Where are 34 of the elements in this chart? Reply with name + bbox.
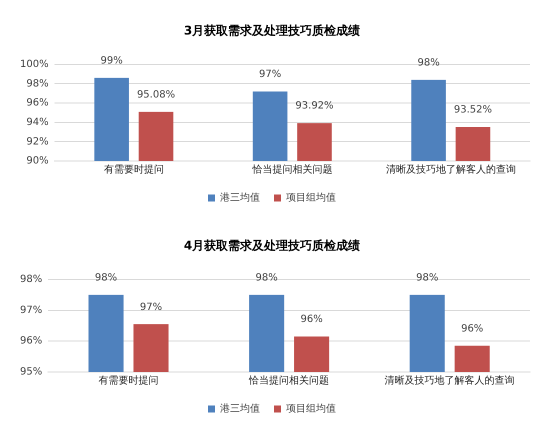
y-tick-label: 90% (26, 156, 49, 167)
legend-label: 港三均值 (220, 192, 260, 204)
y-tick-label: 97% (20, 304, 42, 316)
y-tick-label: 98% (26, 78, 49, 90)
y-tick-label: 96% (20, 336, 42, 347)
chart-title: 3月获取需求及处理技巧质检成绩 (184, 23, 360, 38)
data-label: 93.52% (454, 104, 492, 116)
data-label: 93.92% (295, 100, 334, 112)
legend-label: 港三均值 (220, 402, 260, 415)
data-label: 97% (258, 69, 282, 80)
data-label: 98% (416, 272, 438, 284)
y-tick-label: 94% (26, 116, 49, 128)
y-tick-label: 96% (26, 98, 49, 109)
legend-label: 项目组均值 (286, 402, 336, 415)
chart-title: 4月获取需求及处理技巧质检成绩 (184, 238, 360, 252)
y-tick-label: 95% (20, 366, 42, 378)
data-label: 96% (300, 314, 323, 326)
data-label: 97% (140, 302, 162, 313)
x-tick-label: 恰当提问相关问题 (248, 374, 330, 387)
data-label: 98% (417, 57, 440, 68)
y-tick-label: 98% (20, 274, 42, 285)
data-label: 98% (94, 272, 118, 284)
data-label: 99% (100, 56, 123, 67)
data-label: 98% (256, 272, 278, 284)
x-tick-label: 清晰及技巧地了解客人的查询 (386, 164, 516, 176)
y-tick-label: 100% (20, 58, 49, 70)
x-tick-label: 有需要时提问 (98, 374, 159, 387)
x-tick-label: 恰当提问相关问题 (251, 164, 332, 176)
x-tick-label: 有需要时提问 (104, 164, 164, 176)
data-label: 95.08% (136, 90, 176, 101)
x-tick-label: 清晰及技巧地了解客人的查询 (384, 374, 515, 387)
legend-label: 项目组均值 (286, 192, 336, 204)
y-tick-label: 92% (26, 136, 49, 148)
data-label: 96% (461, 323, 484, 334)
